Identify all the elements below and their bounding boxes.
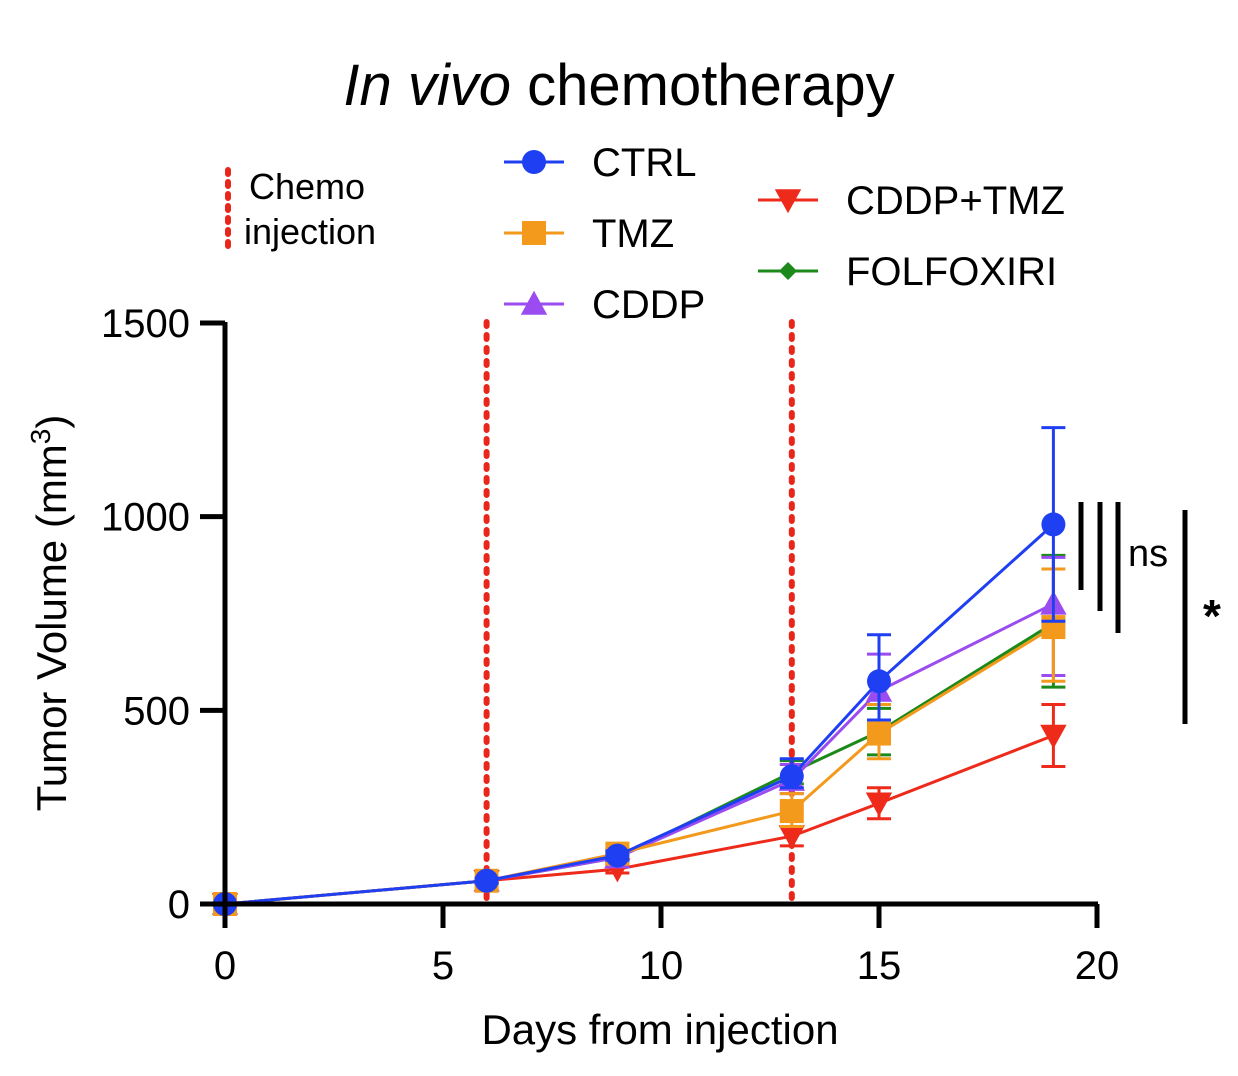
x-tick-label-10: 10 <box>639 944 684 988</box>
series-line-ctrl <box>224 523 1055 906</box>
significance-annotations: ns * <box>1078 502 1221 724</box>
x-tick-label-20: 20 <box>1075 944 1120 988</box>
y-axis-label-suffix: ) <box>28 415 75 429</box>
y-tick-label-500: 500 <box>123 689 190 733</box>
legend-label-cddp: CDDP <box>592 283 705 327</box>
series-ctrl <box>213 426 1066 916</box>
data-point-ctrl-day-15 <box>867 669 891 694</box>
y-tick-label-1500: 1500 <box>101 302 190 346</box>
x-tick-label-5: 5 <box>432 944 454 988</box>
x-tick-label-15: 15 <box>857 944 902 988</box>
legend-chemo-injection: Chemo injection <box>225 166 376 252</box>
data-point-tmz-day-15 <box>867 721 891 746</box>
series-cddp-tmz <box>211 703 1067 918</box>
data-point-cddp-tmz-day-19 <box>1040 724 1067 749</box>
y-tick-label-0: 0 <box>168 883 190 927</box>
y-tick-label-1000: 1000 <box>101 496 190 540</box>
legend-chemo-label-line2: injection <box>244 211 376 252</box>
series-line-tmz <box>224 625 1055 906</box>
sig-ns-label: ns <box>1128 533 1168 575</box>
legend-marker-folfoxiri <box>779 262 797 280</box>
legend-item-folfoxiri: FOLFOXIRI <box>758 250 1057 294</box>
data-point-ctrl-day-6 <box>474 868 499 893</box>
x-tick-label-0: 0 <box>214 944 236 988</box>
legend-label-folfoxiri: FOLFOXIRI <box>846 250 1057 294</box>
legend-item-tmz: TMZ <box>504 212 674 256</box>
data-point-cddp-tmz-day-13 <box>778 825 805 850</box>
sig-star-label: * <box>1203 590 1221 642</box>
legend-item-ctrl: CTRL <box>504 141 696 185</box>
x-axis-label: Days from injection <box>481 1006 838 1053</box>
legend-label-tmz: TMZ <box>592 212 674 256</box>
chart-title-rest: chemotherapy <box>527 53 895 118</box>
legend-marker-cddp-tmz <box>774 189 802 214</box>
legend-label-cddp-tmz: CDDP+TMZ <box>846 179 1065 223</box>
legend-chemo-label-line1: Chemo <box>249 166 365 207</box>
data-point-ctrl-day-19 <box>1041 512 1066 537</box>
legend-item-cddp-tmz: CDDP+TMZ <box>758 179 1065 223</box>
legend-marker-tmz <box>522 221 546 245</box>
legend-marker-ctrl <box>522 150 546 174</box>
series-cddp <box>211 555 1067 915</box>
legend-label-ctrl: CTRL <box>592 141 696 185</box>
series-folfoxiri <box>216 553 1066 913</box>
chart-title-italic: In vivo <box>343 53 511 118</box>
data-point-ctrl-day-9 <box>605 843 630 868</box>
y-axis-label-superscript: 3 <box>25 429 56 445</box>
data-point-ctrl-day-13 <box>779 764 804 789</box>
plot-area <box>211 319 1067 918</box>
legend-marker-cddp <box>520 290 548 315</box>
data-point-cddp-tmz-day-15 <box>865 792 893 817</box>
y-ticks: 0 500 1000 1500 <box>101 302 225 927</box>
legend-item-cddp: CDDP <box>504 283 705 327</box>
x-ticks: 0 5 10 15 20 <box>214 904 1119 988</box>
series-line-cddp <box>224 602 1055 906</box>
chart-title: In vivo chemotherapy <box>0 52 1238 119</box>
data-point-tmz-day-13 <box>779 799 804 824</box>
y-axis-label: Tumor Volume (mm3) <box>25 415 75 812</box>
y-axis-label-prefix: Tumor Volume (mm <box>28 444 75 811</box>
legend: CTRL TMZ CDDP CDDP+TMZ FOLFOXIRI <box>504 141 1065 327</box>
series-line-cddp-tmz <box>224 734 1054 906</box>
